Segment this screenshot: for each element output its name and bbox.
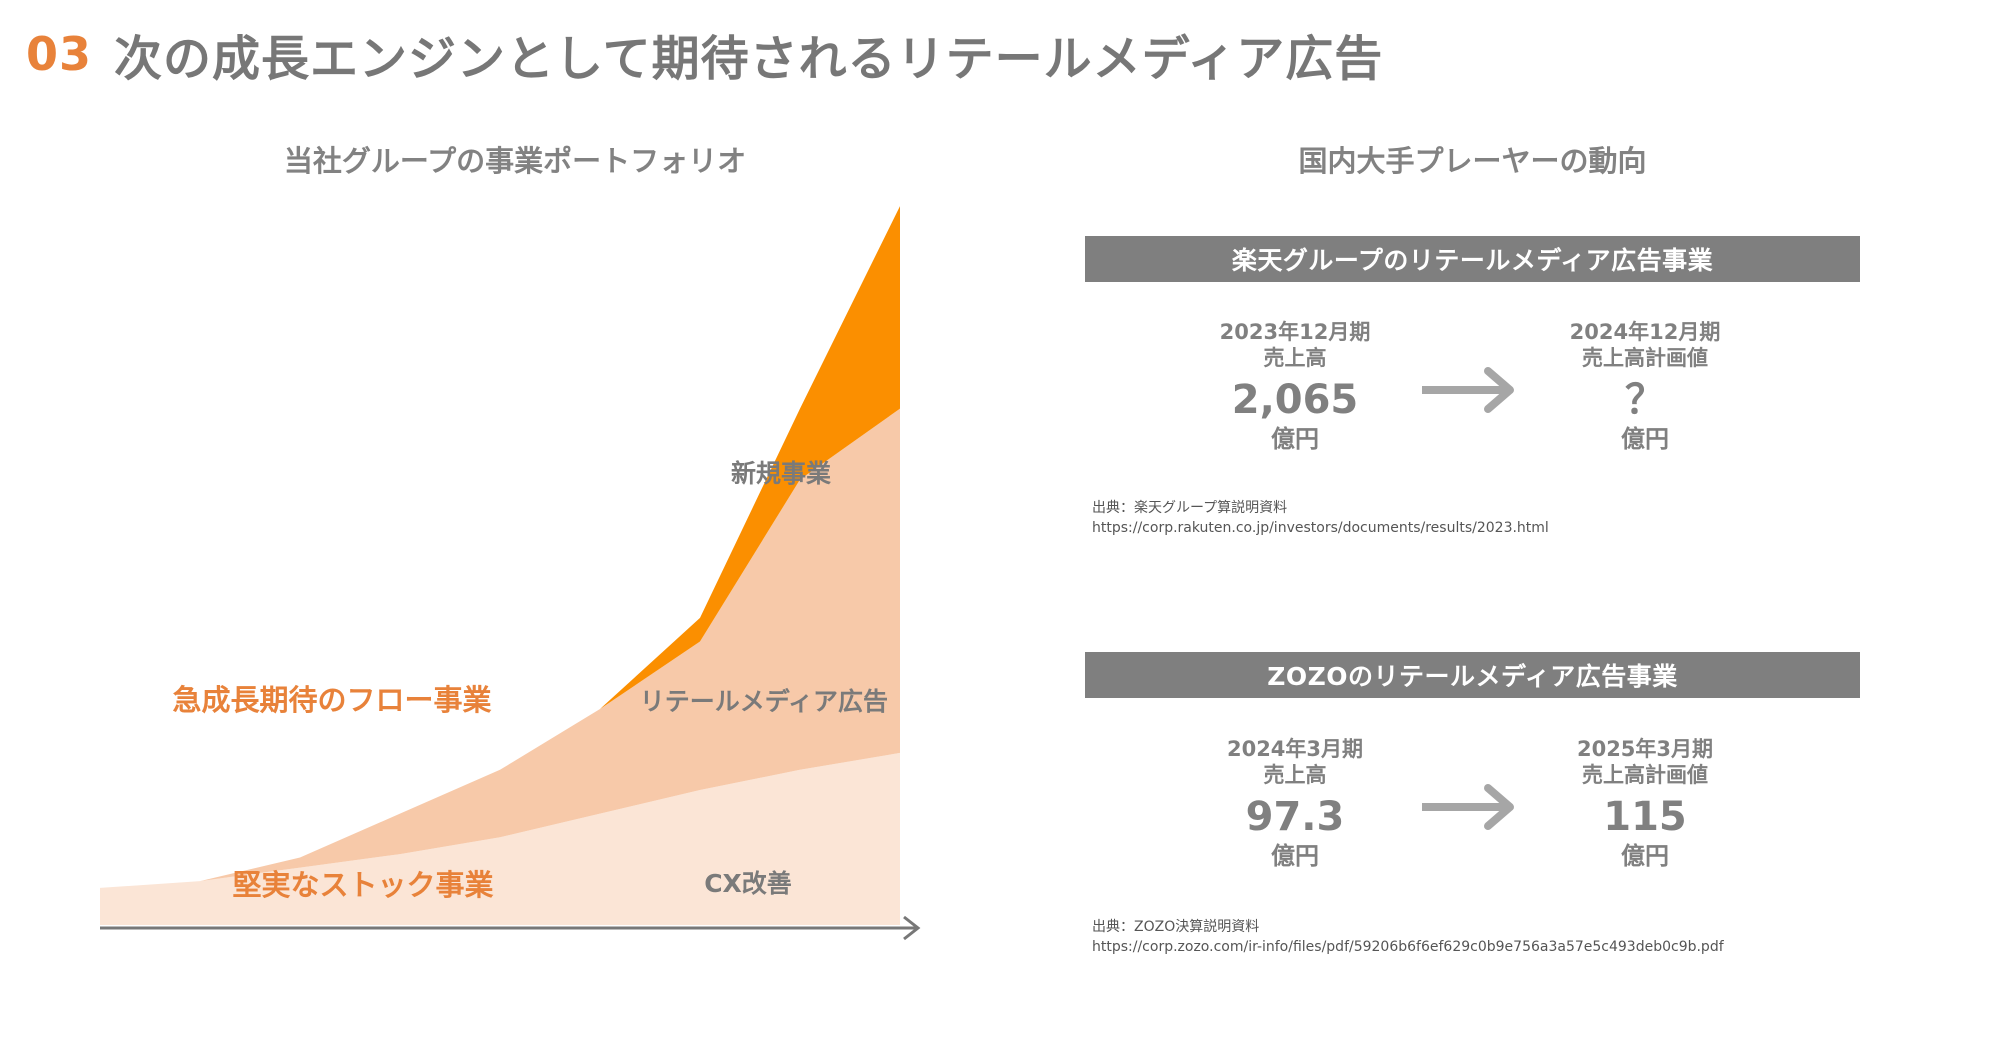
x-axis-arrowhead — [903, 915, 921, 941]
zozo-panel: ZOZOのリテールメディア広告事業 — [1085, 652, 1860, 698]
rakuten-after-metric: 2024年12月期 売上高計画値 ？ 億円 — [1525, 319, 1765, 453]
zozo-before-metric: 2024年3月期 売上高 97.3 億円 — [1175, 736, 1415, 870]
label-stock-business: 堅実なストック事業 — [232, 868, 493, 902]
metric-period: 2023年12月期 — [1219, 320, 1371, 344]
metric-unit: 億円 — [1621, 425, 1669, 453]
zozo-after-metric: 2025年3月期 売上高計画値 115 億円 — [1525, 736, 1765, 870]
metric-label: 売上高計画値 — [1582, 763, 1708, 787]
right-arrow-icon — [1422, 367, 1514, 413]
label-new-business: 新規事業 — [731, 459, 831, 488]
metric-label: 売上高 — [1263, 346, 1327, 370]
metric-period: 2025年3月期 — [1576, 737, 1714, 761]
portfolio-chart: 新規事業 リテールメディア広告 CX改善 急成長期待のフロー事業 堅実なストック… — [100, 206, 921, 941]
metric-value: 97.3 — [1245, 794, 1345, 840]
metric-value: 115 — [1603, 794, 1687, 840]
rakuten-before-metric: 2023年12月期 売上高 2,065 億円 — [1175, 319, 1415, 453]
right-arrow-icon — [1422, 784, 1514, 830]
metric-label: 売上高 — [1263, 763, 1327, 787]
metric-value: ？ — [1625, 377, 1665, 423]
area-new-business — [100, 206, 900, 888]
label-flow-business: 急成長期待のフロー事業 — [172, 683, 491, 717]
section-number: 03 — [26, 27, 93, 81]
metric-unit: 億円 — [1271, 425, 1319, 453]
source-url[interactable]: https://corp.rakuten.co.jp/investors/doc… — [1092, 520, 1549, 536]
rakuten-panel: 楽天グループのリテールメディア広告事業 — [1085, 236, 1860, 282]
rakuten-source: 出典：楽天グループ算説明資料 https://corp.rakuten.co.j… — [1092, 498, 1549, 538]
area-retail-media — [100, 408, 900, 888]
metric-unit: 億円 — [1621, 842, 1669, 870]
competitors-subtitle: 国内大手プレーヤーの動向 — [1298, 144, 1647, 178]
metric-unit: 億円 — [1271, 842, 1319, 870]
source-url[interactable]: https://corp.zozo.com/ir-info/files/pdf/… — [1092, 939, 1724, 955]
label-retail-media: リテールメディア広告 — [640, 687, 888, 716]
zozo-panel-title: ZOZOのリテールメディア広告事業 — [1085, 652, 1860, 698]
metric-label: 売上高計画値 — [1582, 346, 1708, 370]
source-label: 出典：ZOZO決算説明資料 — [1092, 919, 1260, 935]
metric-value: 2,065 — [1231, 377, 1359, 423]
zozo-source: 出典：ZOZO決算説明資料 https://corp.zozo.com/ir-i… — [1092, 917, 1724, 957]
page-title: 次の成長エンジンとして期待されるリテールメディア広告 — [114, 31, 1384, 87]
metric-period: 2024年12月期 — [1569, 320, 1721, 344]
source-label: 出典：楽天グループ算説明資料 — [1092, 500, 1288, 516]
label-cx: CX改善 — [704, 869, 792, 898]
page-header: 03 次の成長エンジンとして期待されるリテールメディア広告 — [26, 14, 1383, 94]
area-cx — [100, 752, 900, 925]
rakuten-panel-title: 楽天グループのリテールメディア広告事業 — [1085, 236, 1860, 282]
metric-period: 2024年3月期 — [1226, 737, 1364, 761]
portfolio-subtitle: 当社グループの事業ポートフォリオ — [283, 144, 747, 178]
